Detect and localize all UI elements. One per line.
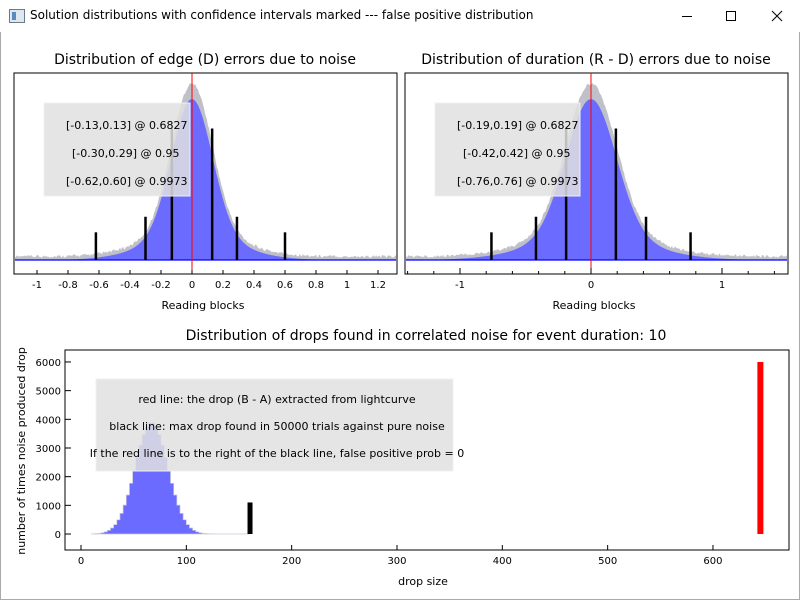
legend-entry: [-0.76,0.76] @ 0.9973 — [457, 175, 579, 188]
x-tick-label: 600 — [703, 556, 722, 567]
maximize-button[interactable] — [708, 0, 754, 32]
y-tick-label: 3000 — [36, 444, 61, 455]
legend-entry: [-0.30,0.29] @ 0.95 — [72, 147, 180, 160]
maximize-icon — [726, 11, 736, 21]
x-tick-label: -0.6 — [89, 280, 109, 291]
x-tick-label: -1 — [32, 280, 42, 291]
y-axis-label: number of times noise produced drop — [15, 347, 28, 555]
x-tick-label: 0 — [78, 556, 84, 567]
plot-title: Distribution of edge (D) errors due to n… — [54, 52, 356, 68]
legend-entry: [-0.62,0.60] @ 0.9973 — [66, 175, 188, 188]
legend-entry: [-0.19,0.19] @ 0.6827 — [457, 119, 579, 132]
x-tick-label: 0.4 — [246, 280, 262, 291]
legend: red line: the drop (B - A) extracted fro… — [90, 378, 464, 472]
x-tick-label: 1 — [344, 280, 350, 291]
histogram-fill — [406, 99, 787, 260]
x-axis-label: drop size — [398, 575, 448, 588]
observed-drop-bar — [757, 361, 764, 534]
x-tick-label: 0 — [189, 280, 195, 291]
max-noise-drop-bar — [247, 502, 253, 534]
legend-entry: black line: max drop found in 50000 tria… — [109, 420, 445, 433]
x-tick-label: 0.6 — [277, 280, 293, 291]
y-tick-label: 0 — [55, 530, 61, 541]
x-tick-label: -0.4 — [120, 280, 140, 291]
edge-error-plot: Distribution of edge (D) errors due to n… — [13, 52, 398, 312]
plot-title: Distribution of duration (R - D) errors … — [421, 52, 770, 68]
close-icon — [771, 10, 783, 22]
window-title: Solution distributions with confidence i… — [30, 8, 534, 22]
minimize-icon — [682, 16, 692, 17]
legend-box — [43, 102, 191, 197]
plot-title: Distribution of drops found in correlate… — [186, 328, 667, 344]
duration-error-plot: Distribution of duration (R - D) errors … — [404, 52, 789, 312]
y-tick-label: 4000 — [36, 415, 61, 426]
y-tick-label: 2000 — [36, 473, 61, 484]
close-button[interactable] — [754, 0, 800, 32]
x-tick-label: -0.2 — [151, 280, 171, 291]
plots-canvas: Distribution of edge (D) errors due to n… — [13, 52, 790, 588]
legend-entry: red line: the drop (B - A) extracted fro… — [138, 393, 416, 406]
histogram-fill — [15, 99, 396, 260]
x-axis-label: Reading blocks — [161, 299, 244, 312]
legend-box — [95, 378, 454, 472]
y-tick-label: 5000 — [36, 387, 61, 398]
x-tick-label: 0.8 — [308, 280, 324, 291]
x-tick-label: 1.2 — [370, 280, 386, 291]
drop-distribution-plot: Distribution of drops found in correlate… — [15, 328, 790, 588]
x-tick-label: -0.8 — [58, 280, 78, 291]
legend-entry: If the red line is to the right of the b… — [90, 447, 464, 460]
legend: [-0.13,0.13] @ 0.6827 [-0.30,0.29] @ 0.9… — [43, 102, 191, 197]
x-tick-label: 400 — [493, 556, 512, 567]
y-tick-label: 1000 — [36, 501, 61, 512]
x-tick-label: 500 — [598, 556, 617, 567]
app-icon — [9, 9, 25, 23]
x-tick-label: 0 — [588, 280, 594, 291]
legend-box — [434, 102, 581, 197]
plot-area: Distribution of edge (D) errors due to n… — [0, 32, 800, 600]
x-tick-label: -1 — [455, 280, 465, 291]
legend-entry: [-0.42,0.42] @ 0.95 — [463, 147, 571, 160]
x-tick-label: 100 — [177, 556, 196, 567]
x-axis-label: Reading blocks — [552, 299, 635, 312]
y-tick-label: 6000 — [36, 358, 61, 369]
legend-entry: [-0.13,0.13] @ 0.6827 — [66, 119, 188, 132]
x-tick-label: 1 — [719, 280, 725, 291]
x-tick-label: 300 — [387, 556, 406, 567]
x-tick-label: 0.2 — [215, 280, 231, 291]
title-bar: Solution distributions with confidence i… — [0, 0, 800, 33]
x-tick-label: 200 — [282, 556, 301, 567]
minimize-button[interactable] — [664, 0, 710, 32]
legend: [-0.19,0.19] @ 0.6827 [-0.42,0.42] @ 0.9… — [434, 102, 581, 197]
